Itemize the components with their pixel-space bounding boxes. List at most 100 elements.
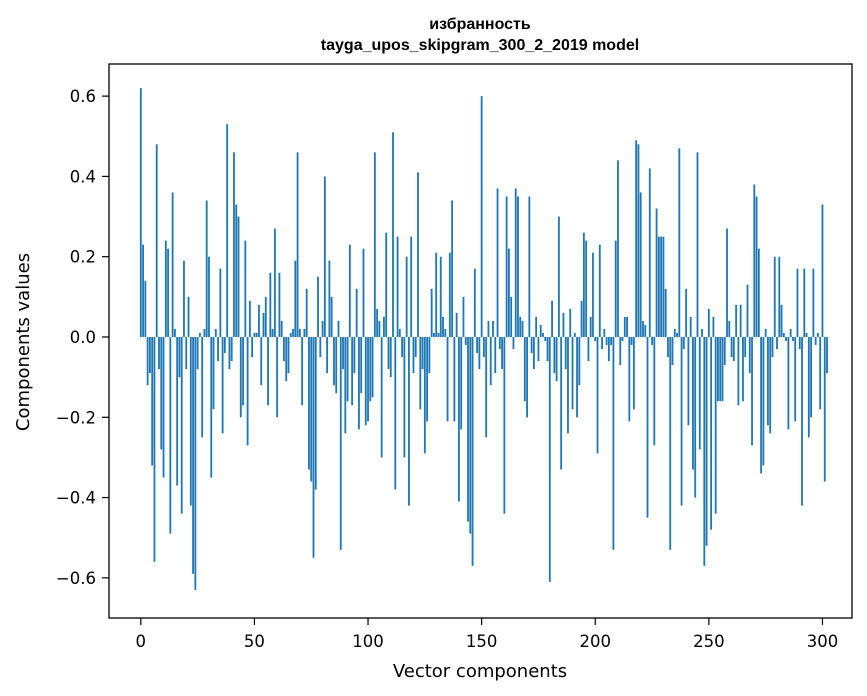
bar-9 [160,336,163,450]
bar-75 [310,336,313,482]
bar-258 [726,228,728,337]
y-tick-label: 0.0 [70,328,96,347]
bar-256 [721,336,724,402]
bar-271 [755,196,758,337]
bar-128 [430,288,433,337]
bar-113 [396,236,399,337]
bar-175 [537,336,540,362]
bar-229 [660,236,663,337]
bar-259 [728,320,731,337]
bar-79 [319,336,322,358]
bar-211 [619,336,622,366]
bar-25 [196,336,199,370]
bar-148 [476,336,478,354]
bar-14 [171,192,174,337]
bar-274 [762,336,765,466]
bar-288 [794,336,797,422]
bar-67 [292,328,294,337]
bar-190 [571,336,574,410]
bar-293 [805,332,808,337]
bar-179 [546,336,549,362]
bar-207 [610,336,613,346]
bar-105 [378,320,381,337]
bar-192 [576,336,578,418]
bar-136 [448,252,451,337]
bar-205 [605,336,608,346]
bar-76 [312,336,315,558]
bar-167 [519,316,522,337]
bar-58 [271,328,274,337]
bar-238 [680,336,683,506]
bar-97 [360,336,363,394]
bar-247 [701,328,703,337]
bar-114 [398,328,401,337]
bar-302 [826,336,828,374]
bar-245 [696,152,699,337]
bar-253 [714,336,717,514]
bar-122 [417,172,419,337]
bar-156 [494,336,497,374]
bar-115 [401,336,404,358]
bar-266 [744,336,747,358]
bar-28 [203,328,206,337]
bar-182 [553,336,556,374]
bar-189 [569,308,572,337]
bar-265 [742,336,744,402]
bar-123 [419,336,422,410]
bar-19 [183,260,185,337]
bar-78 [317,276,319,337]
bar-124 [421,336,424,370]
bar-11 [164,240,167,337]
bar-152 [485,336,488,438]
x-tick-label: 0 [136,632,147,651]
bar-8 [158,336,160,370]
bar-263 [737,336,740,406]
bar-0 [139,88,142,337]
bar-270 [753,184,756,337]
bar-24 [194,336,197,590]
bar-243 [692,336,694,470]
bar-4 [148,336,151,374]
bar-177 [542,332,544,337]
bar-32 [212,336,215,410]
bar-184 [557,216,560,337]
bar-139 [455,312,458,337]
bar-16 [176,336,179,486]
bar-27 [201,336,204,438]
bar-161 [505,196,508,337]
bar-294 [807,336,810,438]
bar-101 [369,336,372,402]
bar-237 [678,148,681,337]
bar-248 [703,336,706,566]
bar-187 [564,336,567,370]
bar-300 [821,204,824,337]
bar-60 [276,336,279,418]
bar-93 [351,336,354,406]
bar-111 [392,132,394,337]
y-tick-label: −0.2 [56,408,96,427]
bar-145 [469,336,472,534]
bar-149 [478,336,481,370]
bar-292 [803,268,806,337]
bar-69 [296,152,299,337]
bar-151 [483,336,485,358]
x-tick-label: 150 [466,632,498,651]
bar-260 [730,336,733,358]
bar-143 [464,336,467,346]
bar-144 [467,336,469,522]
bar-251 [710,336,713,530]
bar-117 [405,256,408,337]
bar-94 [353,336,356,374]
bar-62 [280,320,283,337]
bar-61 [278,272,281,337]
bar-296 [812,268,815,337]
bar-57 [269,272,272,337]
bar-59 [273,228,276,337]
bar-198 [589,316,592,337]
bar-39 [228,336,231,370]
bar-301 [823,336,826,482]
bar-42 [235,204,238,337]
bar-224 [648,168,651,337]
bar-276 [767,336,769,426]
bar-38 [226,124,229,337]
